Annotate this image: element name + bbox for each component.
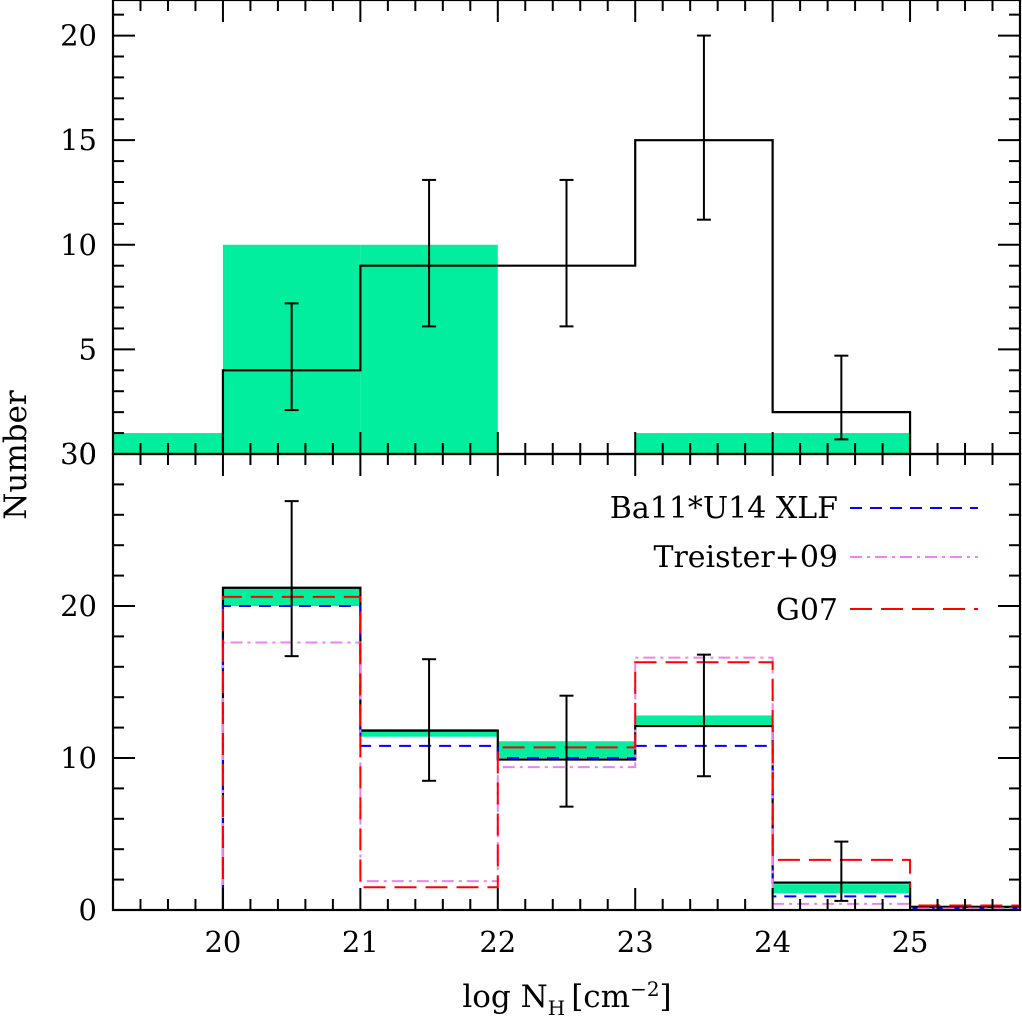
- y-tick-label: 20: [60, 19, 97, 53]
- y-tick-label: 30: [60, 437, 97, 471]
- x-tick-label: 23: [617, 925, 654, 959]
- y-tick-label: 10: [60, 228, 97, 262]
- legend-label-g07: G07: [776, 593, 838, 628]
- x-tick-label: 22: [479, 925, 516, 959]
- legend: Ba11*U14 XLF Treister+09 G07: [610, 491, 978, 628]
- filled-bar: [635, 433, 773, 454]
- x-tick-label: 25: [892, 925, 929, 959]
- legend-label-ba11: Ba11*U14 XLF: [610, 491, 838, 526]
- y-tick-label: 10: [60, 741, 97, 775]
- x-tick-label: 20: [204, 925, 241, 959]
- x-axis-label-exp: −2: [630, 977, 659, 1001]
- bottom-tick-labels: 0 10 20 30 20 21 22 23 24 25: [60, 437, 928, 959]
- top-step-histogram: [221, 139, 912, 454]
- x-axis-label-unit: [cm: [571, 979, 630, 1015]
- histogram-g07: [221, 595, 1020, 910]
- top-panel: 0 5 10 15 20: [60, 0, 1022, 471]
- x-axis-label-main: log N: [462, 979, 547, 1015]
- x-axis-label-sub: H: [548, 996, 565, 1017]
- y-tick-label: 5: [79, 332, 97, 366]
- x-tick-label: 21: [342, 925, 379, 959]
- histogram-observed: [221, 586, 1020, 910]
- bottom-panel: 0 10 20 30 20 21 22 23 24 25 Ba11*U14 XLF Treiste…: [60, 437, 1022, 959]
- bottom-plot-frame: [111, 452, 1022, 912]
- top-y-tick-labels: 0 5 10 15 20: [60, 19, 97, 471]
- x-axis-label: log NH [cm−2]: [462, 977, 671, 1017]
- y-tick-label: 0: [79, 437, 97, 471]
- y-axis-label: Number: [0, 390, 34, 520]
- x-tick-label: 24: [754, 925, 791, 959]
- y-tick-label: 0: [79, 893, 97, 927]
- bottom-error-bars: [284, 500, 849, 902]
- legend-label-treister: Treister+09: [653, 540, 838, 575]
- y-tick-label: 15: [60, 123, 97, 157]
- filled-bar: [772, 433, 911, 454]
- x-axis-label-close: ]: [660, 979, 672, 1015]
- y-tick-label: 20: [60, 589, 97, 623]
- top-error-bars: [284, 34, 849, 441]
- histogram-observed: [221, 139, 912, 454]
